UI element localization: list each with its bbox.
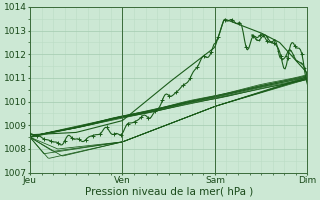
X-axis label: Pression niveau de la mer( hPa ): Pression niveau de la mer( hPa ) (84, 187, 253, 197)
